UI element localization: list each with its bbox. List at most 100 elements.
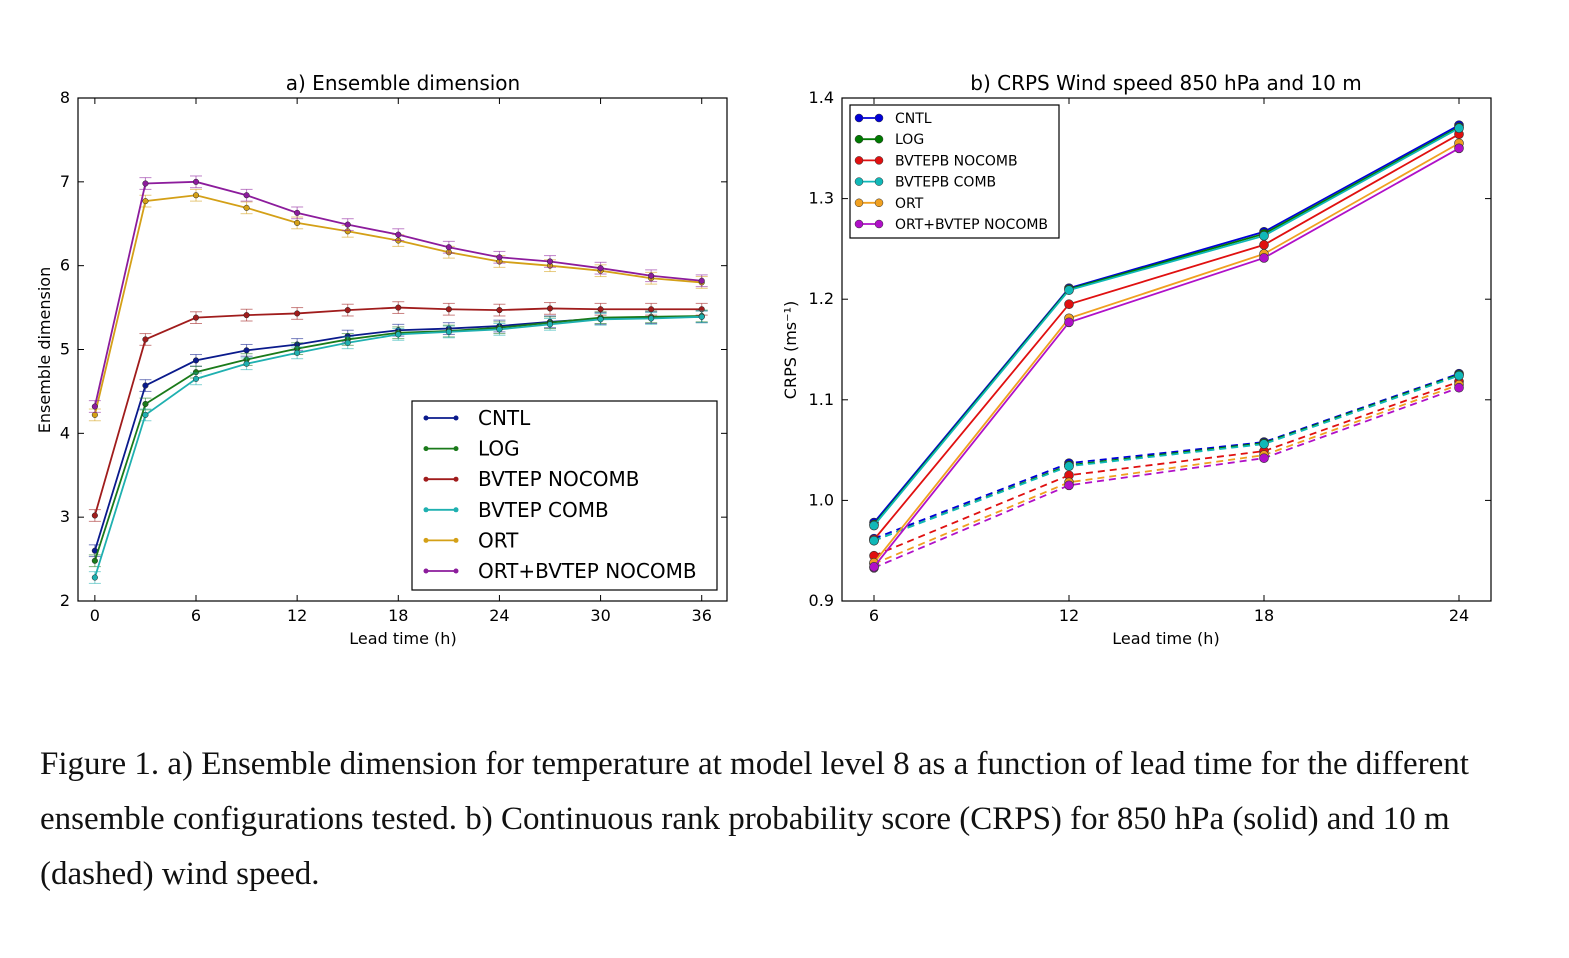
data-point-10m xyxy=(1064,480,1074,491)
data-point-10m xyxy=(1259,439,1269,449)
data-point xyxy=(597,306,604,313)
legend-label: BVTEPB COMB xyxy=(895,175,996,191)
series-line-10m-dashed xyxy=(873,372,1460,540)
data-point xyxy=(546,258,554,265)
data-point xyxy=(91,512,98,519)
legend-marker xyxy=(423,568,429,574)
data-point-10m xyxy=(869,535,879,546)
series-line-850hpa-solid xyxy=(873,133,1460,541)
data-point xyxy=(597,316,604,323)
data-point xyxy=(91,557,98,564)
data-point xyxy=(294,209,301,216)
legend-item-log: LOG xyxy=(854,132,924,148)
y-tick-label: 1.2 xyxy=(809,289,834,308)
data-point xyxy=(243,347,250,354)
x-tick-label: 12 xyxy=(287,606,307,625)
legend-label: CNTL xyxy=(478,406,531,430)
legend-marker xyxy=(874,198,884,208)
y-tick-label: 1.3 xyxy=(809,189,834,208)
data-point-850hpa xyxy=(1259,240,1269,250)
figure-caption: Figure 1. a) Ensemble dimension for temp… xyxy=(40,746,1469,892)
legend-marker xyxy=(423,537,429,543)
legend-marker xyxy=(854,113,864,123)
data-point xyxy=(445,328,452,335)
series-line-10m-dashed xyxy=(873,373,1460,542)
data-point xyxy=(142,180,149,187)
data-point xyxy=(142,198,149,205)
panel-b-crps-wind-speed: b) CRPS Wind speed 850 hPa and 10 m Lead… xyxy=(781,71,1492,648)
legend-marker xyxy=(453,476,459,482)
x-tick-label: 24 xyxy=(1449,606,1469,625)
series-bvtepb-comb xyxy=(869,123,1464,546)
series-line-10m-dashed xyxy=(873,374,1460,542)
legend-label: BVTEP COMB xyxy=(478,498,609,522)
data-point-850hpa xyxy=(1454,143,1464,154)
x-tick-label: 6 xyxy=(869,606,879,625)
data-point xyxy=(698,277,705,284)
legend-marker xyxy=(453,507,459,513)
data-point xyxy=(192,375,200,382)
legend-item-ort: ORT xyxy=(854,196,924,212)
legend-box xyxy=(849,104,1060,239)
data-point xyxy=(243,312,250,319)
y-tick-label: 4 xyxy=(60,423,70,442)
data-point xyxy=(395,304,402,311)
legend-marker xyxy=(453,415,459,421)
legend-item-cntl: CNTL xyxy=(854,111,932,127)
legend-marker xyxy=(423,476,429,482)
data-point xyxy=(294,219,301,226)
legend-label: BVTEP NOCOMB xyxy=(478,467,639,491)
legend-label: ORT+BVTEP NOCOMB xyxy=(478,559,697,583)
series-line-10m-dashed xyxy=(873,380,1460,557)
chart-a-plot-area: 0 6 12 18 24 30 36 2 3 4 5 6 7 8 xyxy=(60,88,728,625)
data-point xyxy=(91,403,98,410)
chart-b-title: b) CRPS Wind speed 850 hPa and 10 m xyxy=(970,71,1361,95)
panel-a-ensemble-dimension: a) Ensemble dimension Lead time (h) Ense… xyxy=(35,71,728,648)
x-tick-label: 24 xyxy=(489,606,509,625)
series-line-850hpa-solid xyxy=(873,147,1460,568)
data-point xyxy=(445,244,452,251)
legend-marker xyxy=(874,177,884,186)
data-point xyxy=(192,178,200,185)
data-point-850hpa xyxy=(1064,317,1074,328)
data-point xyxy=(344,339,351,346)
data-point xyxy=(142,382,149,389)
data-point xyxy=(243,204,250,211)
data-point xyxy=(395,231,402,238)
data-point xyxy=(648,315,655,322)
data-point-850hpa xyxy=(1064,299,1074,310)
data-point xyxy=(91,411,98,418)
data-point-850hpa xyxy=(869,561,879,572)
legend-marker xyxy=(453,537,459,543)
legend-marker xyxy=(854,177,864,186)
chart-b-plot-area: 6 12 18 24 0.9 1.0 1.1 1.2 1.3 1.4 xyxy=(809,88,1492,625)
legend-marker xyxy=(874,113,884,123)
data-point-850hpa xyxy=(1259,253,1269,263)
data-point-850hpa xyxy=(1064,285,1074,295)
series-line-10m-dashed xyxy=(873,386,1460,569)
y-tick-label: 1.4 xyxy=(809,88,834,107)
legend-marker xyxy=(854,219,864,229)
data-point xyxy=(91,574,98,581)
legend-marker xyxy=(874,156,884,165)
y-tick-label: 5 xyxy=(60,340,70,359)
data-point xyxy=(142,400,149,408)
legend-marker xyxy=(423,507,429,513)
data-point xyxy=(496,326,503,333)
y-tick-label: 0.9 xyxy=(809,591,834,610)
data-point xyxy=(192,314,200,321)
y-tick-label: 1.1 xyxy=(809,390,834,409)
x-tick-label: 6 xyxy=(191,606,201,625)
x-tick-label: 12 xyxy=(1059,606,1079,625)
x-tick-label: 18 xyxy=(1254,606,1274,625)
data-point-10m xyxy=(1454,370,1464,381)
data-point xyxy=(344,307,351,314)
legend-marker xyxy=(854,134,864,144)
chart-b-x-axis-label: Lead time (h) xyxy=(1112,629,1219,648)
data-point xyxy=(648,306,655,313)
legend-marker xyxy=(423,446,429,452)
series-line-10m-dashed xyxy=(873,383,1460,565)
legend-label: LOG xyxy=(895,132,924,148)
series-ort-bvtep-nocomb xyxy=(869,143,1464,573)
